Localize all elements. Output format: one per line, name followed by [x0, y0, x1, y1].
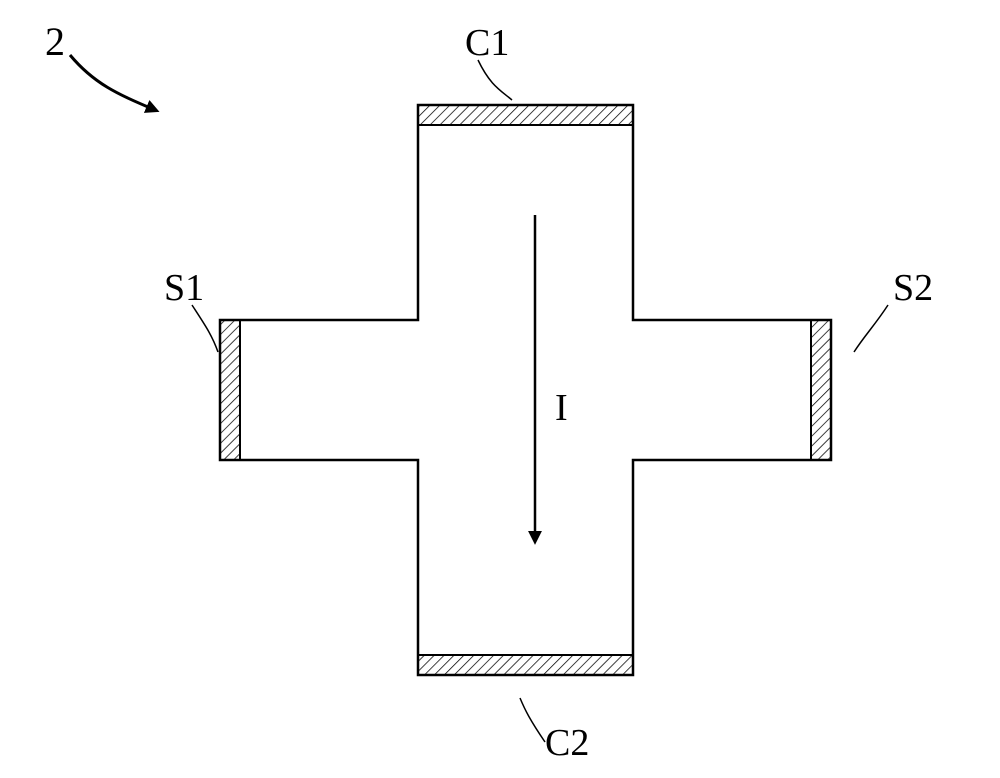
leader-c1 [478, 60, 512, 100]
label-c1: C1 [465, 22, 509, 64]
terminal-s1 [220, 320, 240, 460]
label-i: I [555, 387, 568, 429]
label-s1: S1 [164, 267, 204, 309]
leader-c2 [520, 698, 545, 742]
label-s2: S2 [893, 267, 933, 309]
figure-number: 2 [45, 19, 65, 64]
figure-pointer-arrow [70, 55, 155, 110]
terminal-s2 [811, 320, 831, 460]
terminal-c2 [418, 655, 633, 675]
leader-s1 [192, 305, 218, 352]
terminal-c1 [418, 105, 633, 125]
cross-body [220, 105, 831, 675]
label-c2: C2 [545, 722, 589, 764]
leader-s2 [854, 305, 888, 352]
